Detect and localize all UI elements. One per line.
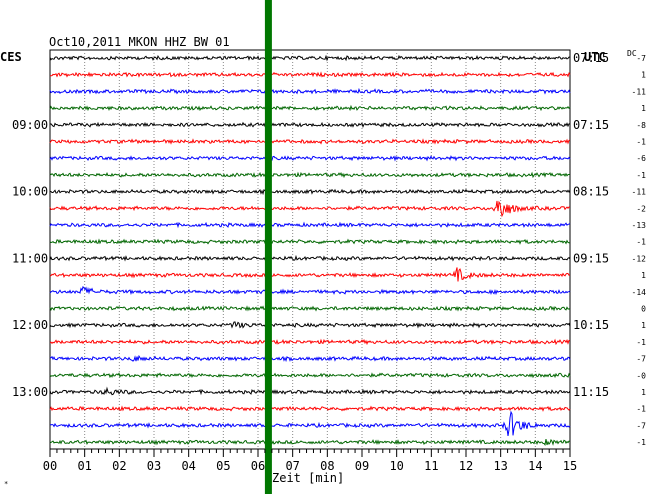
dc-offset-label: 0 (641, 305, 646, 314)
right-time-label: 08:15 (573, 185, 609, 199)
trace-line (49, 54, 571, 62)
x-axis-label: Zeit [min] (272, 471, 344, 485)
grid-lines (84, 50, 536, 449)
trace-line (49, 171, 571, 179)
dc-offset-label: -11 (632, 87, 647, 96)
dc-offset-label: -6 (636, 154, 646, 163)
dc-offset-labels: -71-111-8-1-6-1-11-2-13-1-121-1401-1-7-0… (632, 54, 647, 447)
x-tick-label: 00 (43, 459, 57, 473)
dc-offset-label: 1 (641, 104, 646, 113)
x-tick-label: 11 (424, 459, 438, 473)
chart-title: Oct10,2011 MKON HHZ BW 01 (49, 35, 230, 49)
marker-band (264, 0, 272, 494)
dc-offset-label: -0 (636, 371, 646, 380)
left-time-label: 13:00 (12, 385, 48, 399)
x-tick-label: 14 (528, 459, 542, 473)
dc-offset-label: -8 (636, 121, 646, 130)
trace-line (49, 104, 571, 112)
plot-frame (49, 49, 571, 450)
x-tick-label: 04 (181, 459, 195, 473)
trace-line (49, 405, 571, 412)
trace-line (49, 372, 571, 379)
x-tick-label: 05 (216, 459, 230, 473)
trace-line (49, 87, 571, 95)
right-time-label: 11:15 (573, 385, 609, 399)
right-timezone-label: UTC (584, 50, 606, 64)
dc-label: DC (627, 49, 637, 58)
dc-offset-label: -7 (636, 54, 646, 63)
dc-offset-label: -1 (636, 338, 646, 347)
trace-line (49, 386, 571, 396)
left-time-label: 10:00 (12, 185, 48, 199)
trace-line (49, 71, 571, 78)
right-time-labels: 07:15 07:15 08:15 09:15 10:15 11:15 (573, 51, 609, 399)
trace-line (49, 267, 571, 282)
left-time-label: 12:00 (12, 318, 48, 332)
trace-line (49, 155, 571, 162)
dc-offset-label: 1 (641, 271, 646, 280)
marker-group (264, 0, 272, 494)
trace-line (49, 221, 571, 229)
right-time-label: 07:15 (573, 51, 609, 65)
left-time-label: 11:00 (12, 251, 48, 265)
dc-offset-label: -13 (632, 221, 647, 230)
dc-offset-label: -14 (632, 288, 647, 297)
left-time-label: 09:00 (12, 118, 48, 132)
x-tick-label: 15 (563, 459, 577, 473)
x-tick-label: 09 (355, 459, 369, 473)
left-time-labels: 09:00 10:00 11:00 12:00 13:00 (12, 118, 48, 399)
right-time-label: 10:15 (573, 318, 609, 332)
trace-line (49, 338, 571, 346)
trace-line (49, 138, 571, 145)
trace-line (49, 438, 571, 446)
x-tick-label: 13 (493, 459, 507, 473)
dc-offset-label: 1 (641, 321, 646, 330)
trace-line (49, 238, 571, 245)
dc-offset-label: -2 (636, 204, 646, 213)
x-tick-label: 08 (320, 459, 334, 473)
dc-offset-label: -12 (632, 254, 647, 263)
x-tick-label: 03 (147, 459, 161, 473)
dc-offset-label: -1 (636, 171, 646, 180)
dc-offset-label: -7 (636, 355, 646, 364)
dc-offset-label: 1 (641, 71, 646, 80)
trace-line (49, 305, 571, 312)
trace-line (49, 188, 571, 196)
x-tick-label: 06 (251, 459, 265, 473)
x-tick-label: 02 (112, 459, 126, 473)
x-axis: 00 01 02 03 04 05 06 07 08 09 10 11 12 13 14 15 (43, 449, 577, 473)
dc-offset-label: -1 (636, 238, 646, 247)
x-tick-label: 10 (389, 459, 403, 473)
trace-line (49, 321, 571, 329)
dc-offset-label: -7 (636, 421, 646, 430)
trace-line (49, 254, 571, 262)
dc-offset-label: 1 (641, 388, 646, 397)
dc-offset-label: -1 (636, 405, 646, 414)
trace-line (49, 285, 571, 296)
trace-line (49, 354, 571, 363)
trace-line (49, 121, 571, 129)
trace-line (49, 410, 571, 436)
dc-offset-label: -1 (636, 438, 646, 447)
dc-offset-label: -11 (632, 188, 647, 197)
right-time-label: 07:15 (573, 118, 609, 132)
trace-group (49, 54, 571, 446)
right-time-label: 09:15 (573, 251, 609, 265)
x-tick-label: 01 (77, 459, 91, 473)
x-tick-label: 07 (285, 459, 299, 473)
dc-offset-label: -1 (636, 138, 646, 147)
x-tick-label: 12 (459, 459, 473, 473)
trace-line (49, 200, 571, 218)
corner-mark: * (4, 480, 8, 488)
left-timezone-label: CES (0, 50, 22, 64)
